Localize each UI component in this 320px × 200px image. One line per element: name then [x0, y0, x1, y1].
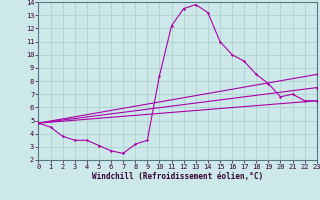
X-axis label: Windchill (Refroidissement éolien,°C): Windchill (Refroidissement éolien,°C)	[92, 172, 263, 181]
